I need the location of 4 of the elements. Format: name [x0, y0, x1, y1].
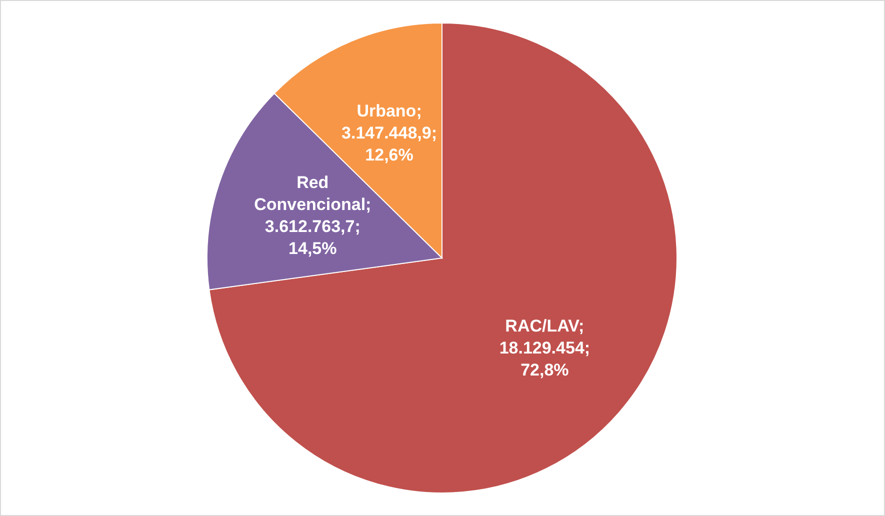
- slice-label: RAC/LAV; 18.129.454; 72,8%: [499, 316, 590, 380]
- slice-label: Urbano; 3.147.448,9; 12,6%: [342, 101, 437, 164]
- slice-label: Red Convencional; 3.612.763,7; 14,5%: [254, 173, 372, 258]
- pie-slice: [208, 22, 678, 494]
